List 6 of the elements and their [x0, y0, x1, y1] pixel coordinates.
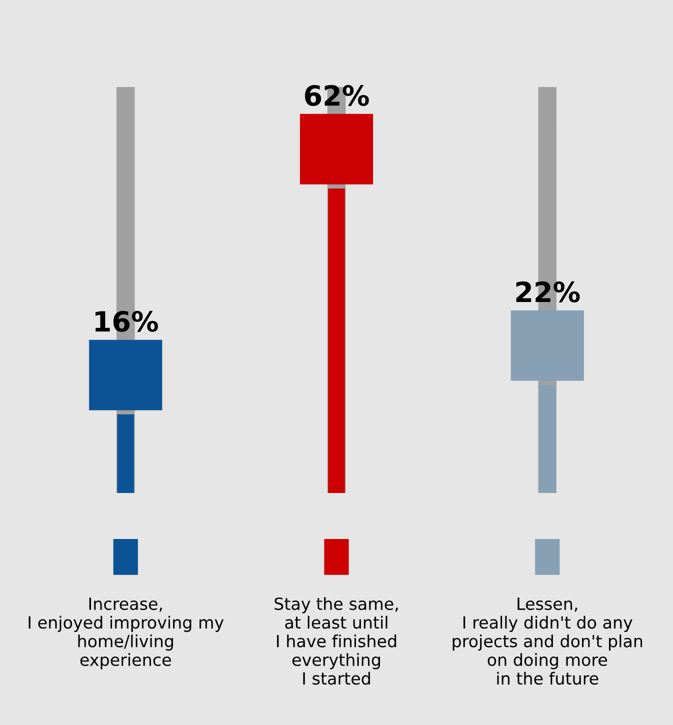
data-label: 62%	[304, 84, 369, 106]
data-label: 16%	[96, 310, 158, 332]
x-tick-label: Increase, I enjoyed improving my home/living experience	[28, 598, 224, 670]
x-tick-label: Stay the same, at least until I have finished everything I started	[274, 597, 398, 685]
data-label: 22%	[516, 281, 580, 302]
x-tick-label: Lessen, I really didn't do any projects and don't plan on doing more in the future	[452, 598, 642, 685]
